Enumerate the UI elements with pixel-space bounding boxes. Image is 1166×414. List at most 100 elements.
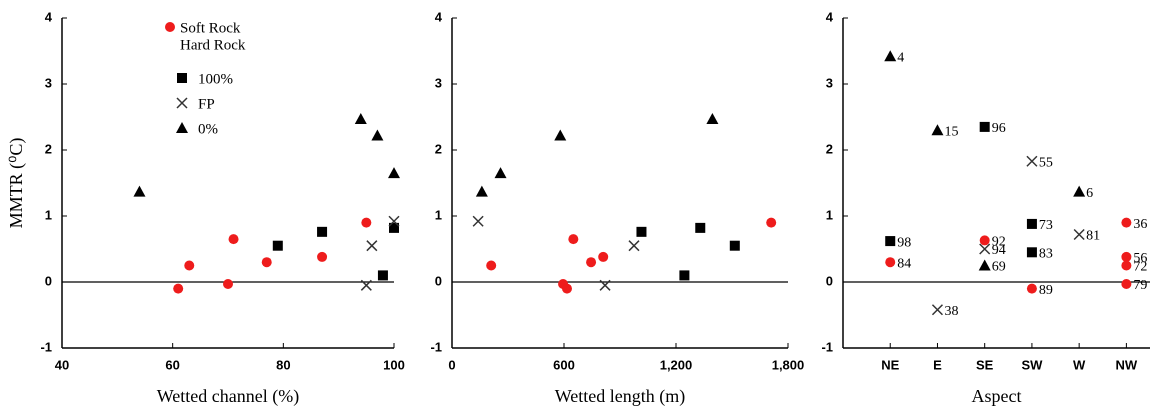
point-label: 38 [944, 304, 958, 319]
point-label: 98 [897, 235, 911, 250]
point-label: 69 [992, 260, 1006, 275]
x-tick-label: SE [976, 357, 994, 372]
point [628, 240, 640, 252]
y-tick-label: 1 [45, 207, 52, 222]
point-label: 92 [992, 235, 1006, 250]
x-marker [388, 215, 400, 227]
point [1121, 260, 1132, 271]
point [176, 97, 188, 109]
point-label: 81 [1086, 229, 1100, 244]
point [354, 112, 367, 124]
y-tick-label: -1 [40, 339, 52, 354]
y-tick-label: 3 [435, 75, 442, 90]
point [598, 251, 609, 262]
point [884, 50, 897, 62]
point [931, 304, 943, 316]
point [729, 240, 740, 251]
point [173, 283, 184, 294]
x-marker [931, 304, 943, 316]
point [486, 260, 497, 271]
point-label: 84 [897, 256, 911, 271]
point [885, 236, 896, 247]
point [586, 257, 597, 268]
point [317, 251, 328, 262]
x-marker [1026, 155, 1038, 167]
point [228, 234, 239, 245]
x-axis-label: Wetted length (m) [555, 386, 686, 407]
x-tick-label: NE [881, 357, 899, 372]
point [979, 235, 990, 246]
y-tick-label: 0 [435, 273, 442, 288]
point [1073, 228, 1085, 241]
point-label: 56 [1133, 251, 1147, 266]
point [979, 121, 990, 132]
x-tick-label: 600 [553, 357, 575, 372]
point-label: 73 [1039, 218, 1053, 233]
y-tick-label: 0 [45, 273, 52, 288]
x-marker [628, 240, 640, 252]
point [475, 185, 488, 197]
point [472, 215, 484, 227]
point [1026, 218, 1037, 229]
y-tick-label: 4 [826, 9, 834, 24]
point [377, 270, 388, 281]
point [1026, 283, 1037, 294]
x-tick-label: 0 [448, 357, 455, 372]
x-tick-label: 1,200 [660, 357, 693, 372]
point [272, 240, 283, 251]
point-label: 96 [992, 121, 1006, 136]
point [176, 122, 188, 133]
point [636, 226, 647, 237]
point-label: 6 [1086, 186, 1093, 201]
y-tick-label: 3 [826, 75, 833, 90]
x-tick-label: E [933, 357, 942, 372]
point-label: 55 [1039, 155, 1053, 170]
y-tick-label: 2 [826, 141, 833, 156]
y-tick-label: 1 [826, 207, 833, 222]
legend-group-title: Hard Rock [180, 37, 246, 53]
point [361, 217, 372, 228]
y-axis-label: MMTR (⁰C) [6, 138, 27, 229]
x-tick-label: 100 [383, 357, 405, 372]
point [561, 283, 572, 294]
point [979, 243, 991, 255]
point-label: 36 [1133, 217, 1147, 232]
point [1121, 217, 1132, 228]
legend-label: Soft Rock [180, 20, 241, 36]
point [494, 167, 507, 179]
x-marker [472, 215, 484, 227]
point-label: 89 [1039, 283, 1053, 298]
x-marker [599, 279, 611, 291]
point [177, 73, 187, 83]
point [223, 278, 233, 289]
point [978, 259, 991, 271]
x-marker [979, 243, 991, 255]
x-axis-label: Aspect [972, 386, 1022, 406]
y-tick-label: 2 [45, 141, 52, 156]
y-tick-label: 0 [826, 273, 833, 288]
point [1121, 278, 1132, 289]
x-tick-label: W [1073, 357, 1086, 372]
point [317, 226, 328, 237]
x-tick-label: SW [1021, 357, 1043, 372]
x-tick-label: 40 [55, 357, 69, 372]
y-tick-label: 4 [435, 9, 443, 24]
point [568, 234, 579, 245]
point-label: 72 [1133, 260, 1147, 275]
point [1121, 251, 1132, 262]
y-tick-label: 4 [45, 9, 53, 24]
point [388, 215, 400, 227]
point [931, 124, 944, 136]
point [1073, 185, 1086, 197]
point-label: 15 [944, 124, 958, 139]
point [766, 217, 777, 228]
y-tick-label: -1 [821, 339, 833, 354]
x-axis-label: Wetted channel (%) [157, 386, 299, 407]
x-tick-label: NW [1116, 357, 1138, 372]
x-marker [360, 279, 372, 291]
point-label: 4 [897, 50, 904, 65]
point [371, 129, 384, 141]
x-tick-label: 1,800 [772, 357, 805, 372]
x-tick-label: 60 [165, 357, 179, 372]
